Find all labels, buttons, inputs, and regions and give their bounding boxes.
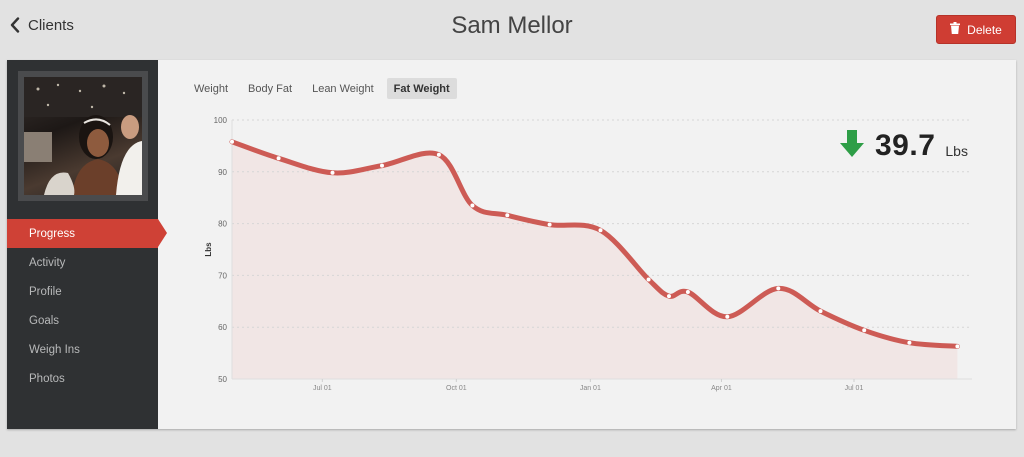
y-tick-label: 70	[218, 271, 227, 280]
change-summary: 39.7 Lbs	[839, 126, 968, 166]
data-point	[685, 290, 690, 294]
data-point	[470, 203, 475, 208]
sidebar-item-label: Goals	[29, 314, 60, 327]
change-value: 39.7	[875, 129, 936, 162]
data-point	[276, 156, 281, 161]
client-panel: Progress Activity Profile Goals Weigh In…	[7, 60, 1016, 429]
data-point	[230, 139, 234, 144]
data-point	[818, 309, 823, 314]
data-point	[667, 294, 671, 299]
data-point	[380, 163, 384, 168]
y-tick-label: 60	[218, 323, 227, 332]
tab-weight[interactable]: Weight	[194, 82, 229, 95]
sidebar-item-goals[interactable]: Goals	[7, 306, 158, 335]
avatar	[24, 77, 142, 195]
sidebar-item-photos[interactable]: Photos	[7, 364, 158, 393]
sidebar-item-progress[interactable]: Progress	[7, 219, 167, 248]
tab-fat-weight[interactable]: Fat Weight	[386, 78, 457, 99]
arrow-down-icon	[839, 129, 865, 163]
sidebar-item-profile[interactable]: Profile	[7, 277, 158, 306]
avatar-frame	[18, 71, 148, 201]
delete-button-label: Delete	[967, 22, 1002, 37]
data-point	[955, 344, 960, 349]
data-point	[547, 222, 552, 227]
tab-lean-weight[interactable]: Lean Weight	[312, 82, 374, 95]
sidebar-item-label: Progress	[29, 227, 76, 240]
sidebar-item-activity[interactable]: Activity	[7, 248, 158, 277]
sidebar: Progress Activity Profile Goals Weigh In…	[7, 60, 167, 429]
x-tick-label: Jul 01	[845, 385, 864, 392]
metric-tabs: Weight Body Fat Lean Weight Fat Weight	[187, 78, 457, 99]
y-tick-label: 50	[218, 375, 227, 384]
change-unit: Lbs	[945, 143, 968, 159]
page-title: Sam Mellor	[451, 12, 573, 39]
chart-svg: 100 90 80 70 60 50 Jul 01 Oct 01 Jan 01 Apr 01 Jul…	[204, 116, 972, 392]
delete-button[interactable]: Delete	[936, 15, 1016, 44]
data-point	[598, 228, 603, 233]
y-tick-label: 100	[214, 116, 228, 125]
sidebar-item-label: Profile	[29, 285, 62, 298]
data-point	[646, 277, 651, 282]
x-tick-label: Jul 01	[313, 385, 332, 392]
sidebar-item-label: Weigh Ins	[29, 343, 80, 356]
chevron-left-icon	[10, 17, 20, 33]
x-tick-label: Oct 01	[446, 385, 467, 392]
back-link-label: Clients	[28, 16, 74, 34]
series-area	[232, 141, 958, 379]
data-point	[907, 340, 912, 345]
sidebar-item-label: Photos	[29, 372, 65, 385]
sidebar-item-weigh-ins[interactable]: Weigh Ins	[7, 335, 158, 364]
y-axis-label: Lbs	[204, 242, 213, 257]
tab-body-fat[interactable]: Body Fat	[248, 82, 293, 95]
y-tick-label: 90	[218, 168, 227, 177]
sidebar-nav: Progress Activity Profile Goals Weigh In…	[7, 219, 167, 393]
back-to-clients-link[interactable]: Clients	[10, 14, 74, 36]
fat-weight-chart: 100 90 80 70 60 50 Jul 01 Oct 01 Jan 01 Apr 01 Jul…	[187, 110, 987, 400]
data-point	[725, 314, 730, 319]
trash-icon	[950, 22, 961, 37]
x-tick-label: Jan 01	[580, 385, 601, 392]
y-tick-label: 80	[218, 220, 227, 229]
sidebar-item-label: Activity	[29, 256, 66, 269]
data-point	[330, 170, 335, 175]
data-point	[436, 152, 441, 157]
x-tick-label: Apr 01	[711, 385, 732, 392]
top-bar: Clients Sam Mellor Delete	[0, 0, 1024, 60]
data-point	[776, 286, 781, 291]
data-point	[862, 328, 867, 333]
data-point	[505, 213, 510, 218]
